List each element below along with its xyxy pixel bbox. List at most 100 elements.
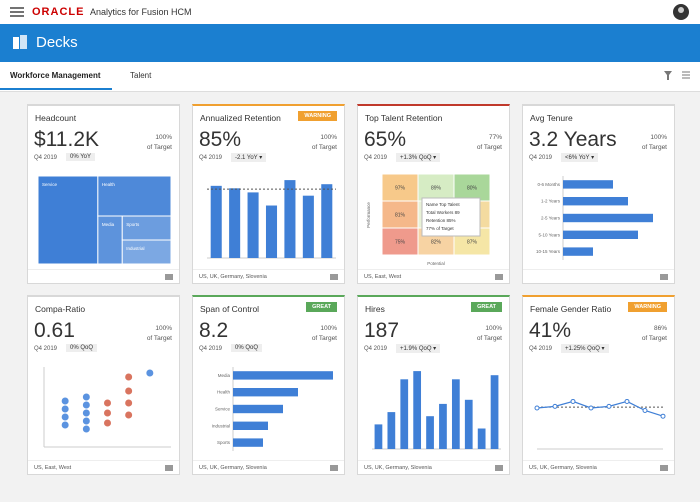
treemap-label: Health	[102, 182, 116, 187]
period: Q4 2019	[529, 346, 553, 352]
tab[interactable]: Workforce Management	[10, 71, 101, 80]
comment-icon[interactable]	[330, 274, 338, 280]
point	[82, 401, 90, 409]
bar	[265, 205, 278, 258]
point	[125, 387, 133, 395]
comment-icon[interactable]	[330, 465, 338, 471]
bar	[563, 197, 628, 206]
card-title: Hires	[365, 304, 385, 314]
bar	[439, 403, 447, 449]
banner: Decks	[0, 24, 700, 62]
tooltip-text: 77% of Target	[426, 226, 454, 231]
kpi-value: 187	[364, 319, 400, 342]
mini-chart: 0-6 Months 1-2 Years 2-5 Years 5-10 Years 10…	[536, 176, 653, 260]
treemap-label: Media	[102, 222, 115, 227]
category-label: Service	[215, 407, 231, 412]
change: 0% YoY	[66, 153, 96, 161]
menu-icon[interactable]	[10, 7, 24, 17]
bar	[477, 428, 486, 449]
heat-label: 87%	[467, 240, 478, 246]
comment-icon[interactable]	[495, 465, 503, 471]
card-footer	[523, 269, 674, 283]
card-footer: US, UK, Germany, Slovenia	[193, 269, 344, 283]
mini-chart	[207, 180, 336, 259]
mini-chart: Service Health Media Sports Industrial	[37, 175, 172, 265]
target: 100% of Target	[312, 324, 337, 344]
period: Q4 2019	[364, 346, 388, 352]
point	[82, 417, 90, 425]
bar	[464, 399, 473, 449]
mini-chart	[43, 367, 171, 448]
list-icon[interactable]	[682, 71, 690, 79]
kpi-card[interactable]: Compa-Ratio 0.61 Q4 2019 0% QoQ 100% of Targe…	[27, 295, 180, 475]
comment-icon[interactable]	[495, 274, 503, 280]
card-title: Compa-Ratio	[35, 304, 86, 314]
kpi-card[interactable]: Female Gender Ratio WARNING 41% Q4 2019 +1.2…	[522, 295, 675, 475]
category-label: 10-15 Years	[536, 249, 561, 254]
target: 100% of Target	[312, 133, 337, 153]
treemap-label: Industrial	[126, 246, 144, 251]
bar	[426, 416, 434, 449]
tooltip-text: Total Workers 89	[426, 210, 460, 215]
card-title: Avg Tenure	[530, 113, 573, 123]
kpi-card[interactable]: Avg Tenure 3.2 Years Q4 2019 <6% YoY ▾ 100% o…	[522, 104, 675, 284]
bar	[233, 371, 333, 380]
heat-label: 81%	[395, 213, 406, 219]
target-pct: 100%	[320, 325, 337, 332]
kpi-value: $11.2K	[34, 128, 99, 151]
target: 100% of Target	[477, 324, 502, 344]
target-pct: 100%	[155, 325, 172, 332]
bar	[563, 247, 593, 256]
kpi-card[interactable]: Annualized Retention WARNING 85% Q4 2019 -2.…	[192, 104, 345, 284]
card-title: Female Gender Ratio	[530, 304, 612, 314]
tooltip	[421, 197, 481, 237]
bar	[374, 424, 383, 449]
filter-text: US, UK, Germany, Slovenia	[364, 465, 432, 471]
category-label: 5-10 Years	[538, 232, 560, 237]
kpi-card[interactable]: Top Talent Retention 65% Q4 2019 +1.3% QoQ …	[357, 104, 510, 284]
change: 0% QoQ	[231, 344, 263, 352]
category-label: 2-5 Years	[541, 216, 561, 221]
tooltip-text: Name Top Talent	[426, 202, 460, 207]
filter-icon[interactable]	[664, 71, 672, 80]
bar	[490, 375, 499, 449]
heat-label: 75%	[395, 240, 406, 246]
period: Q4 2019	[34, 155, 58, 161]
kpi-value: 41%	[529, 319, 572, 342]
bar	[302, 195, 314, 258]
line-point	[642, 407, 648, 413]
change: +1.9% QoQ ▾	[396, 344, 441, 353]
point	[82, 409, 90, 417]
target-label: of Target	[641, 144, 667, 151]
comment-icon[interactable]	[165, 274, 173, 280]
filter-text: US, East, West	[34, 465, 72, 471]
point	[125, 411, 133, 419]
target-pct: 100%	[155, 134, 172, 141]
status-badge: GREAT	[306, 302, 337, 312]
target: 86% of Target	[642, 324, 667, 344]
filter-text: US, UK, Germany, Slovenia	[199, 274, 267, 280]
period: Q4 2019	[199, 346, 223, 352]
point	[61, 413, 69, 421]
comment-icon[interactable]	[660, 274, 668, 280]
kpi-card[interactable]: Span of Control GREAT 8.2 Q4 2019 0% QoQ 100%…	[192, 295, 345, 475]
comment-icon[interactable]	[660, 465, 668, 471]
bar	[387, 412, 396, 449]
category-label: 0-6 Months	[537, 182, 560, 187]
line-point	[624, 398, 630, 404]
kpi-card[interactable]: Hires GREAT 187 Q4 2019 +1.9% QoQ ▾ 100% of Ta…	[357, 295, 510, 475]
heat-label: 97%	[395, 186, 406, 192]
target-label: of Target	[476, 144, 502, 151]
comment-icon[interactable]	[165, 465, 173, 471]
point	[61, 405, 69, 413]
status-badge: WARNING	[628, 302, 667, 312]
kpi-card[interactable]: Headcount $11.2K Q4 2019 0% YoY 100% of Targe…	[27, 104, 180, 284]
card-footer: US, East, West	[28, 460, 179, 474]
tab[interactable]: Talent	[130, 71, 152, 80]
bar	[563, 180, 613, 189]
treemap-cell	[121, 239, 172, 265]
card-footer: US, UK, Germany, Slovenia	[358, 460, 509, 474]
target-label: of Target	[311, 335, 337, 342]
point	[104, 419, 111, 427]
change: +1.3% QoQ ▾	[396, 153, 441, 162]
